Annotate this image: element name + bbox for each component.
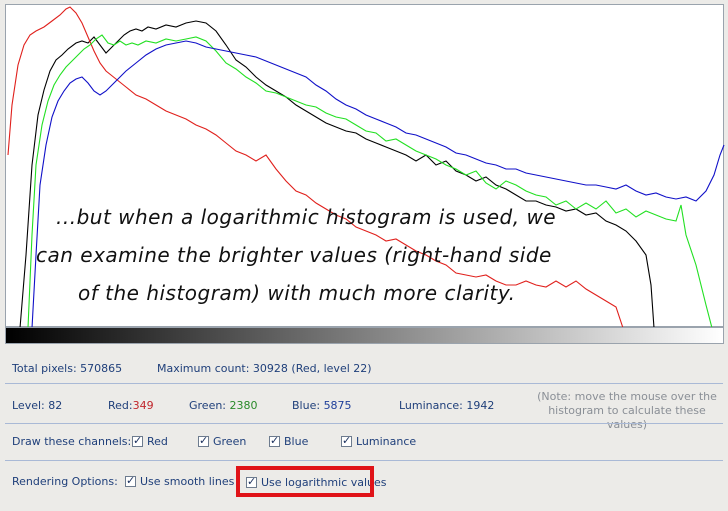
checkmark-icon: ✓ xyxy=(247,475,257,488)
green-curve xyxy=(27,34,713,328)
checkbox-label: Luminance xyxy=(356,435,417,448)
checkbox-box[interactable]: ✓ xyxy=(125,474,136,487)
red-curve xyxy=(7,6,624,328)
checkmark-icon: ✓ xyxy=(199,434,209,447)
divider xyxy=(5,423,723,424)
channel-red-checkbox[interactable]: ✓ Red xyxy=(132,434,168,448)
luminance-curve xyxy=(19,20,655,328)
highlight-box xyxy=(236,466,374,497)
checkbox-box[interactable]: ✓ xyxy=(198,434,209,447)
checkmark-icon: ✓ xyxy=(133,434,143,447)
channel-luminance-checkbox[interactable]: ✓ Luminance xyxy=(341,434,417,448)
blue-label: Blue: xyxy=(292,399,321,412)
annotation-overlay: ...but when a logarithmic histogram is u… xyxy=(6,5,725,328)
checkbox-box[interactable]: ✓ xyxy=(246,475,257,488)
checkbox-label: Green xyxy=(213,435,247,448)
channel-green-checkbox[interactable]: ✓ Green xyxy=(198,434,247,448)
hint-note-line: histogram to calculate these values) xyxy=(548,404,706,431)
green-value: 2380 xyxy=(229,399,258,412)
checkbox-box[interactable]: ✓ xyxy=(132,434,143,447)
level-readout: Level: 82 xyxy=(12,399,63,412)
intensity-gradient-bar xyxy=(5,327,724,344)
maximum-count: Maximum count: 30928 (Red, level 22) xyxy=(157,362,372,375)
checkbox-label: Blue xyxy=(284,435,309,448)
checkbox-box[interactable]: ✓ xyxy=(341,434,352,447)
hint-note-line: (Note: move the mouse over the xyxy=(537,390,717,403)
logarithmic-values-checkbox[interactable]: ✓ Use logarithmic values xyxy=(246,475,387,489)
histogram-curves xyxy=(7,6,725,328)
hint-note: (Note: move the mouse over the histogram… xyxy=(532,390,722,432)
divider xyxy=(5,460,723,461)
total-pixels: Total pixels: 570865 xyxy=(12,362,123,375)
annotation-line: ...but when a logarithmic histogram is u… xyxy=(56,205,557,229)
checkmark-icon: ✓ xyxy=(270,434,280,447)
checkbox-label: Use logarithmic values xyxy=(261,476,387,489)
luminance-readout: Luminance: 1942 xyxy=(399,399,495,412)
blue-readout: Blue: 5875 xyxy=(292,399,352,412)
blue-curve xyxy=(31,40,725,328)
red-readout: Red:349 xyxy=(108,399,154,412)
annotation-line: of the histogram) with much more clarity… xyxy=(78,281,516,305)
channel-blue-checkbox[interactable]: ✓ Blue xyxy=(269,434,309,448)
annotation-line: can examine the brighter values (right-h… xyxy=(36,243,552,267)
green-label: Green: xyxy=(189,399,227,412)
blue-value: 5875 xyxy=(323,399,352,412)
histogram-plot[interactable]: ...but when a logarithmic histogram is u… xyxy=(5,4,725,328)
green-readout: Green: 2380 xyxy=(189,399,258,412)
rendering-options-label: Rendering Options: xyxy=(12,475,118,488)
smooth-lines-checkbox[interactable]: ✓ Use smooth lines xyxy=(125,474,235,488)
checkbox-box[interactable]: ✓ xyxy=(269,434,280,447)
checkmark-icon: ✓ xyxy=(342,434,352,447)
red-value: 349 xyxy=(132,399,154,412)
checkmark-icon: ✓ xyxy=(126,474,136,487)
checkbox-label: Use smooth lines xyxy=(140,475,235,488)
red-label: Red: xyxy=(108,399,133,412)
channels-label: Draw these channels: xyxy=(12,435,132,448)
checkbox-label: Red xyxy=(147,435,168,448)
divider xyxy=(5,383,723,384)
